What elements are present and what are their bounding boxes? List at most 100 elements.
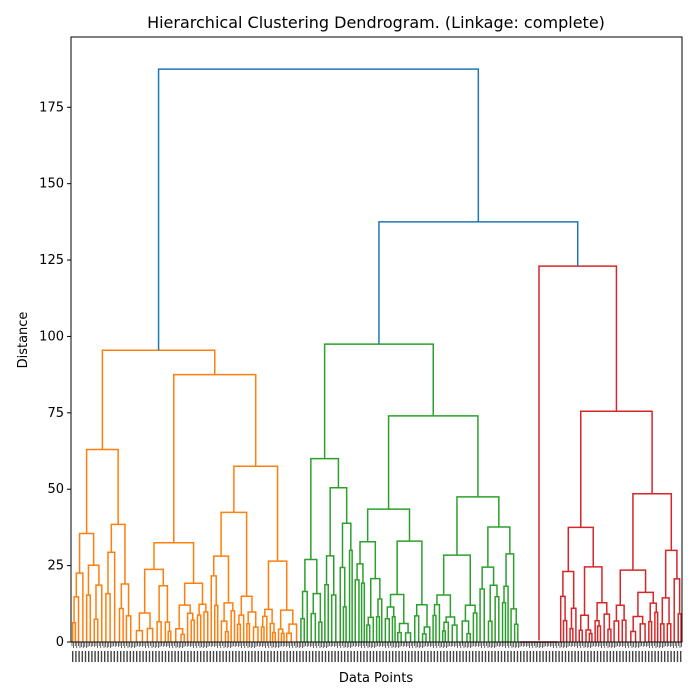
x-leaf-label <box>641 651 643 662</box>
x-leaf-label <box>545 651 547 662</box>
dendrogram-link <box>442 554 472 606</box>
dendrogram-link <box>384 618 390 642</box>
dendrogram-link <box>213 604 219 642</box>
dendrogram-link <box>414 615 420 642</box>
dendrogram-link <box>71 621 77 642</box>
x-leaf-label <box>337 651 339 662</box>
x-leaf-label <box>177 651 179 662</box>
x-leaf-label <box>433 651 435 662</box>
dendrogram-link <box>73 596 80 642</box>
dendrogram-link <box>423 626 431 642</box>
x-leaf-label <box>222 651 224 662</box>
x-leaf-label <box>308 651 311 662</box>
x-leaf-label <box>356 651 359 662</box>
x-leaf-label <box>395 651 397 662</box>
dendrogram-link <box>389 593 405 624</box>
x-leaf-label <box>238 651 240 662</box>
x-leaf-label <box>497 651 499 662</box>
x-leaf-label <box>651 651 653 662</box>
dendrogram-link <box>267 560 288 611</box>
dendrogram-link <box>456 496 500 556</box>
x-leaf-label <box>664 651 666 662</box>
dendrogram-link <box>173 373 257 543</box>
dendrogram-link <box>436 594 452 617</box>
dendrogram-link <box>210 575 217 642</box>
dendrogram-link <box>648 620 653 642</box>
dendrogram-link <box>596 602 608 621</box>
dendrogram-link <box>105 592 111 642</box>
x-leaf-label <box>481 651 483 662</box>
dendrogram-link <box>366 508 411 542</box>
dendrogram-link <box>398 622 409 633</box>
x-leaf-label <box>644 651 647 662</box>
dendrogram-link <box>183 582 204 606</box>
x-leaf-label <box>612 651 615 662</box>
x-leaf-label <box>155 651 157 662</box>
dendrogram-link <box>632 493 673 571</box>
dendrogram-link <box>673 578 681 642</box>
x-leaf-label <box>523 651 525 662</box>
dendrogram-link <box>190 619 195 642</box>
x-leaf-label <box>299 651 301 662</box>
x-leaf-label <box>443 651 445 662</box>
dendrogram-link <box>513 623 519 642</box>
x-leaf-label <box>500 651 503 662</box>
dendrogram-link <box>370 577 381 618</box>
y-tick-label: 25 <box>47 559 64 574</box>
dendrogram-links <box>71 68 682 643</box>
dendrogram-link <box>487 620 493 642</box>
dendrogram-link <box>404 632 412 642</box>
dendrogram-link <box>366 624 371 642</box>
x-leaf-label <box>401 651 403 662</box>
x-leaf-label <box>385 651 387 662</box>
x-leaf-label <box>667 651 669 662</box>
dendrogram-link <box>87 564 100 596</box>
dendrogram-link <box>279 609 294 630</box>
x-leaf-label <box>574 651 576 662</box>
x-leaf-label <box>196 651 199 662</box>
x-leaf-label <box>257 651 259 662</box>
dendrogram-link <box>666 622 672 642</box>
dendrogram-link <box>285 632 293 642</box>
x-leaf-label <box>657 651 659 662</box>
dendrogram-link <box>396 540 423 605</box>
dendrogram-link <box>118 607 124 642</box>
x-leaf-label <box>625 651 627 662</box>
dendrogram-link <box>391 616 396 642</box>
dendrogram-link <box>375 616 381 642</box>
x-leaf-label <box>110 651 112 662</box>
x-leaf-label <box>280 651 282 662</box>
dendrogram-link <box>505 553 515 609</box>
x-leaf-label <box>494 651 496 662</box>
x-leaf-label <box>324 651 327 662</box>
x-leaf-label <box>456 651 458 662</box>
x-leaf-label <box>344 651 346 662</box>
x-leaf-label <box>254 651 256 662</box>
x-leaf-label <box>219 651 221 662</box>
x-leaf-label <box>107 651 109 662</box>
x-leaf-label <box>228 651 231 662</box>
x-leaf-label <box>152 651 154 662</box>
dendrogram-link <box>594 619 600 642</box>
dendrogram-link <box>230 610 236 642</box>
x-leaf-label <box>369 651 371 662</box>
x-leaf-label <box>91 651 93 662</box>
dendrogram-link <box>562 619 568 642</box>
dendrogram-link <box>203 611 209 642</box>
dendrogram-link <box>324 584 329 642</box>
x-leaf-label <box>571 651 573 662</box>
dendrogram-link <box>579 614 590 631</box>
dendrogram-link <box>135 629 144 642</box>
y-tick-label: 75 <box>47 406 64 421</box>
x-leaf-label <box>603 651 605 662</box>
dendrogram-link <box>247 611 257 628</box>
x-leaf-label <box>468 651 471 662</box>
dendrogram-link <box>260 626 265 642</box>
dendrogram-link <box>639 623 646 642</box>
dendrogram-link <box>85 594 92 642</box>
dendrogram-link <box>578 629 583 642</box>
root-link <box>157 68 480 351</box>
dendrogram-link <box>246 623 251 642</box>
dendrogram-link <box>348 549 353 642</box>
